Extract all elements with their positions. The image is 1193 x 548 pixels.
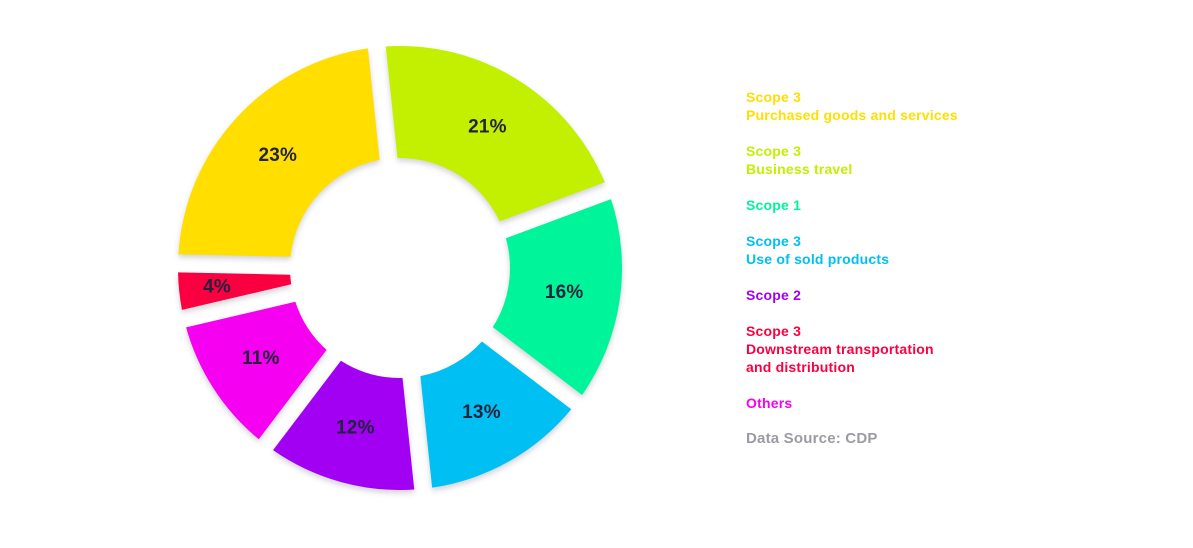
legend-line: Scope 3 (746, 323, 802, 339)
legend-line: Others (746, 395, 793, 411)
legend-item: Scope 3 Downstream transportation and dist… (746, 322, 1006, 376)
legend-items: Scope 3 Purchased goods and services Scope… (746, 88, 1006, 412)
legend-line: Purchased goods and services (746, 107, 958, 123)
legend-item: Others (746, 394, 1006, 412)
legend: Scope 3 Purchased goods and services Scope… (746, 88, 1006, 448)
legend-line: Use of sold products (746, 251, 890, 267)
legend-item: Scope 2 (746, 286, 1006, 304)
donut-segment (178, 48, 380, 257)
segment-percent-label: 16% (545, 282, 584, 303)
data-source-label: Data Source: CDP (746, 430, 878, 447)
segment-percent-label: 13% (462, 402, 501, 423)
legend-line: Scope 1 (746, 197, 802, 213)
donut-segment (178, 272, 292, 310)
legend-line: Scope 3 (746, 143, 802, 159)
segment-percent-label: 21% (468, 116, 507, 137)
legend-line: Scope 3 (746, 233, 802, 249)
donut-segment (385, 46, 605, 222)
donut-segment (273, 360, 415, 490)
legend-line: Scope 2 (746, 287, 802, 303)
donut-segment (420, 341, 572, 488)
legend-line: and distribution (746, 359, 855, 375)
legend-item: Scope 3 Purchased goods and services (746, 88, 1006, 124)
legend-line: Downstream transportation (746, 341, 934, 357)
legend-item: Scope 1 (746, 196, 1006, 214)
legend-line: Scope 3 (746, 89, 802, 105)
segment-percent-label: 11% (242, 348, 280, 369)
legend-line: Business travel (746, 161, 853, 177)
donut-chart: 21% 16% 13% 12% 11% 4% 23% (178, 46, 622, 490)
segment-percent-label: 4% (203, 277, 231, 298)
legend-item: Scope 3 Business travel (746, 142, 1006, 178)
segment-percent-label: 12% (336, 417, 375, 438)
segment-percent-label: 23% (258, 145, 297, 166)
donut-segment (186, 301, 327, 440)
donut-segment (492, 199, 622, 395)
legend-item: Scope 3 Use of sold products (746, 232, 1006, 268)
